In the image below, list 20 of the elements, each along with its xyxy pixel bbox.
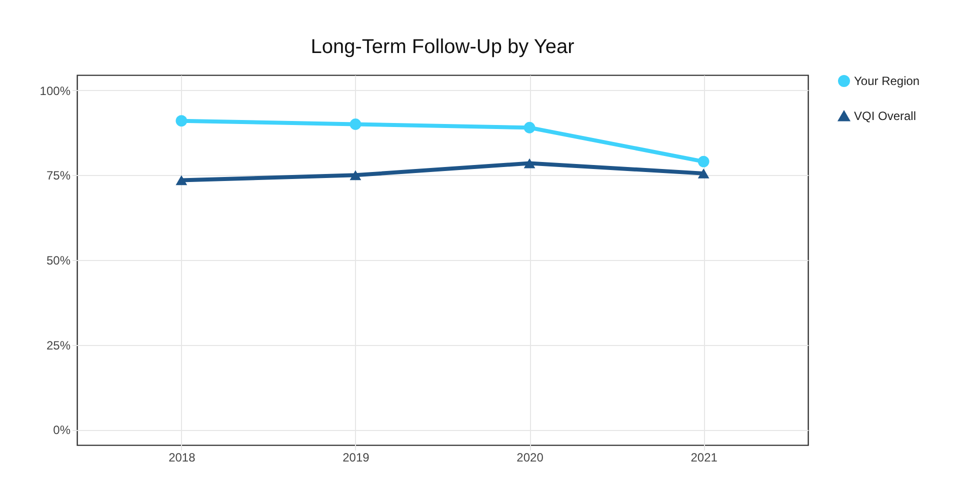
legend-label: VQI Overall bbox=[854, 109, 916, 123]
point bbox=[698, 156, 710, 168]
point bbox=[524, 122, 536, 134]
point bbox=[524, 158, 536, 168]
point bbox=[698, 168, 710, 178]
y-tick-label: 100% bbox=[40, 84, 71, 98]
x-tick-label: 2021 bbox=[690, 450, 718, 464]
point bbox=[176, 175, 188, 186]
y-tick-label: 25% bbox=[46, 338, 71, 352]
y-tick-label: 75% bbox=[46, 168, 71, 183]
y-tick-label: 0% bbox=[53, 423, 71, 438]
x-tick-label: 2019 bbox=[342, 450, 370, 464]
y-tick-label: 50% bbox=[46, 254, 71, 268]
legend-label: Your Region bbox=[854, 74, 920, 88]
point bbox=[350, 170, 362, 180]
point bbox=[176, 115, 188, 127]
x-tick-label: 2020 bbox=[516, 450, 544, 464]
chart-title: Long-Term Follow-Up by Year bbox=[310, 36, 575, 58]
x-tick-label: 2018 bbox=[168, 450, 196, 464]
point bbox=[350, 118, 362, 130]
